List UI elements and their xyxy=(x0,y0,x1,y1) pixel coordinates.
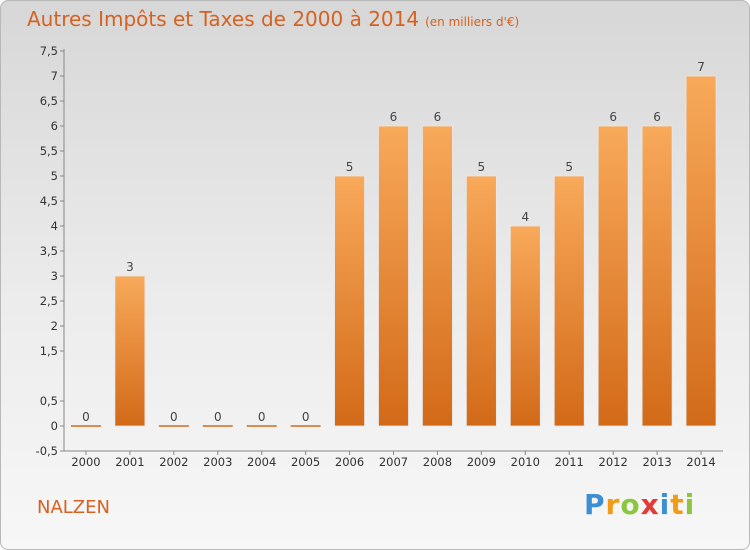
chart-title-text: Autres Impôts et Taxes de 2000 à 2014 xyxy=(27,7,420,31)
proxiti-logo-letter: i xyxy=(659,488,671,521)
bar-value-label: 3 xyxy=(126,260,134,274)
x-tick-label: 2004 xyxy=(247,455,276,469)
y-tick-label: 2,5 xyxy=(40,294,58,308)
bar-value-label: 0 xyxy=(302,410,310,424)
y-tick-label: 6,5 xyxy=(40,94,58,108)
y-tick-label: 4 xyxy=(51,219,58,233)
x-tick-label: 2009 xyxy=(467,455,496,469)
y-tick-label: 4,5 xyxy=(40,194,58,208)
bar-value-label: 0 xyxy=(170,410,178,424)
proxiti-logo: Proxiti xyxy=(584,488,695,521)
bar-value-label: 6 xyxy=(390,110,398,124)
bar-value-label: 5 xyxy=(346,160,354,174)
x-tick-label: 2011 xyxy=(555,455,584,469)
bar-value-label: 6 xyxy=(653,110,661,124)
bar xyxy=(334,175,365,427)
commune-name: NALZEN xyxy=(37,497,110,518)
bar xyxy=(553,175,585,427)
x-tick-label: 2013 xyxy=(642,455,671,469)
x-tick-label: 2003 xyxy=(203,455,232,469)
y-tick-label: 6 xyxy=(51,119,58,133)
chart-title: Autres Impôts et Taxes de 2000 à 2014 (en… xyxy=(27,7,519,31)
proxiti-logo-letter: o xyxy=(620,488,641,521)
y-tick-label: 1,5 xyxy=(40,344,58,358)
bar-value-label: 4 xyxy=(521,210,529,224)
y-tick-label: 7 xyxy=(51,69,58,83)
chart-title-unit: (en milliers d'€) xyxy=(425,15,520,29)
y-tick-label: 3,5 xyxy=(40,244,58,258)
y-tick-label: 0 xyxy=(51,419,58,433)
proxiti-logo-letter: i xyxy=(684,488,696,521)
bar xyxy=(509,225,541,427)
bar-value-label: 0 xyxy=(258,410,266,424)
proxiti-logo-letter: x xyxy=(640,488,660,521)
x-tick-label: 2005 xyxy=(291,455,320,469)
x-tick-label: 2008 xyxy=(423,455,452,469)
bar-value-label: 5 xyxy=(565,160,573,174)
bar xyxy=(685,75,717,427)
proxiti-logo-letter: t xyxy=(670,488,685,521)
x-tick-label: 2007 xyxy=(379,455,408,469)
bar xyxy=(422,125,453,427)
x-tick-label: 2006 xyxy=(335,455,364,469)
proxiti-logo-letter: r xyxy=(605,488,621,521)
x-tick-label: 2000 xyxy=(71,455,100,469)
bar-value-label: 6 xyxy=(434,110,442,124)
y-tick-label: 5,5 xyxy=(40,144,58,158)
bar xyxy=(114,275,146,427)
bar xyxy=(465,175,497,427)
x-tick-label: 2001 xyxy=(115,455,144,469)
y-tick-label: 5 xyxy=(51,169,58,183)
x-tick-label: 2014 xyxy=(686,455,715,469)
bar xyxy=(641,125,673,427)
y-tick-label: -0,5 xyxy=(36,444,58,458)
x-tick-label: 2012 xyxy=(599,455,628,469)
bar-value-label: 0 xyxy=(82,410,90,424)
bar-value-label: 6 xyxy=(609,110,617,124)
y-tick-label: 0,5 xyxy=(40,394,58,408)
y-tick-label: 2 xyxy=(51,319,58,333)
bar xyxy=(378,125,409,427)
y-tick-label: 7,5 xyxy=(40,44,58,58)
bar-value-label: 5 xyxy=(478,160,486,174)
bar-value-label: 0 xyxy=(214,410,222,424)
x-tick-label: 2010 xyxy=(511,455,540,469)
proxiti-logo-letter: P xyxy=(584,488,606,521)
y-tick-label: 3 xyxy=(51,269,58,283)
x-tick-label: 2002 xyxy=(159,455,188,469)
bar xyxy=(597,125,629,427)
bar-value-label: 7 xyxy=(697,60,705,74)
